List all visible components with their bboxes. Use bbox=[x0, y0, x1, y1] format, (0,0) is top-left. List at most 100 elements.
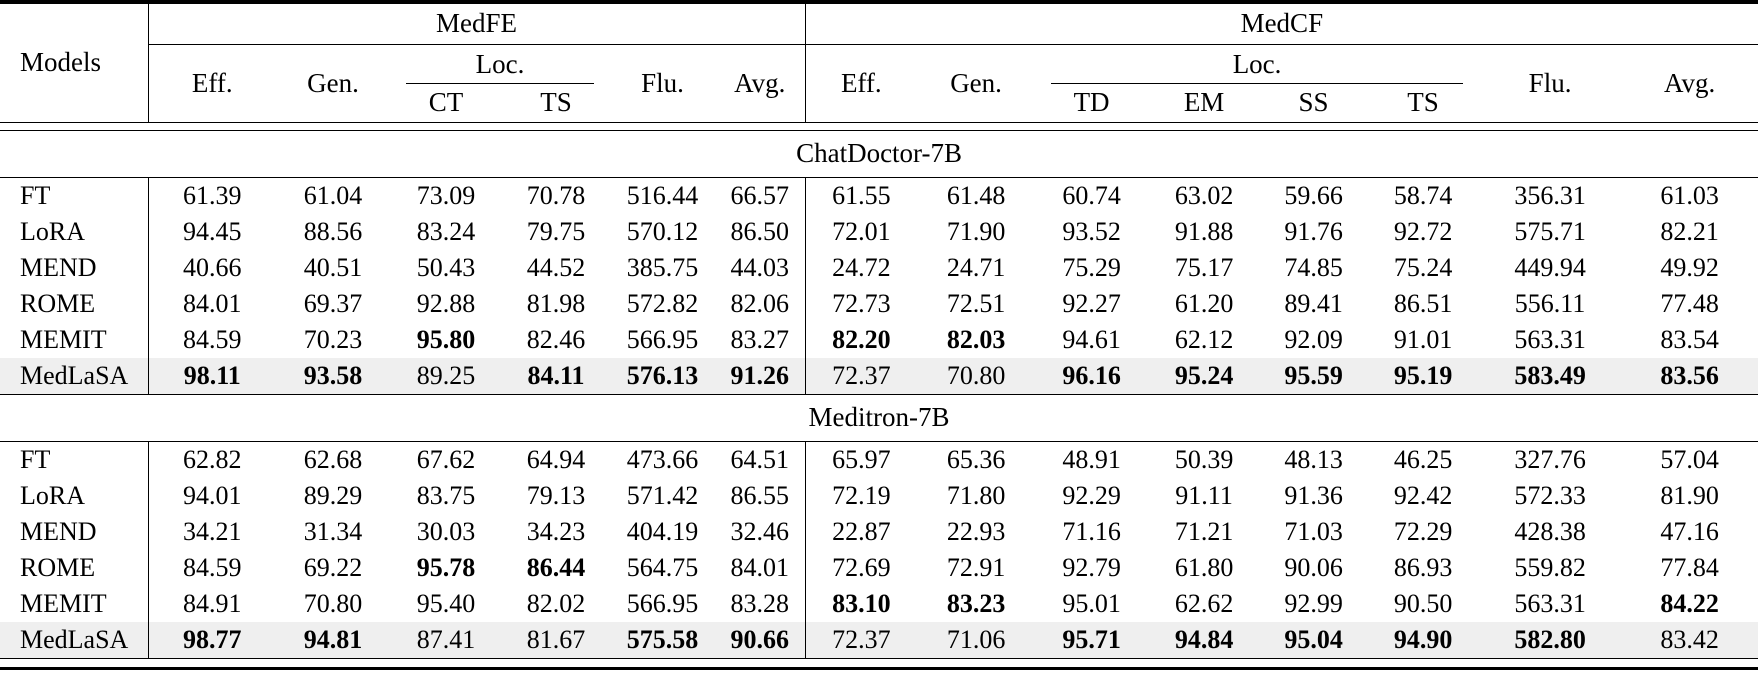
cell-value: 82.46 bbox=[526, 324, 586, 354]
cell-value: 91.88 bbox=[1174, 216, 1234, 246]
header-double-rule bbox=[0, 122, 1758, 131]
cell-value: 94.90 bbox=[1367, 621, 1480, 659]
cell-value: 79.75 bbox=[526, 216, 586, 246]
cell-value: 70.23 bbox=[303, 324, 363, 354]
cell-value: 22.87 bbox=[832, 516, 891, 546]
cell-value: 74.85 bbox=[1284, 252, 1343, 282]
model-name: LoRA bbox=[0, 477, 149, 514]
cell-value: 95.19 bbox=[1367, 357, 1480, 395]
cell-value: 83.56 bbox=[1621, 357, 1758, 395]
model-name: ROME bbox=[0, 549, 149, 586]
cell-value: 72.37 bbox=[805, 621, 918, 659]
cell-value: 75.29 bbox=[1062, 252, 1121, 282]
cell-value: 94.61 bbox=[1062, 324, 1121, 354]
cell-value: 83.54 bbox=[1660, 324, 1719, 354]
cell-value: 95.78 bbox=[416, 552, 476, 582]
cell-value: 66.57 bbox=[715, 177, 806, 214]
col-header-medcf-avg: Avg. bbox=[1621, 44, 1758, 123]
cell-value: 94.81 bbox=[276, 621, 390, 659]
cell-value: 44.03 bbox=[715, 249, 806, 286]
col-header-medfe-flu: Flu. bbox=[610, 44, 715, 123]
cell-value: 73.09 bbox=[416, 180, 476, 210]
loc-header-medcf: Loc. bbox=[1035, 44, 1479, 84]
table-row: MEND 40.66 40.51 50.43 44.52 385.75 44.03 24.72… bbox=[0, 249, 1758, 286]
cell-value: 62.62 bbox=[1174, 588, 1234, 618]
cell-value: 83.23 bbox=[946, 588, 1006, 618]
cell-value: 82.21 bbox=[1660, 216, 1719, 246]
cell-value: 50.43 bbox=[416, 252, 476, 282]
cell-value: 71.80 bbox=[946, 480, 1006, 510]
group-header-medcf: MedCF bbox=[805, 2, 1758, 45]
cell-value: 385.75 bbox=[626, 252, 699, 282]
model-name: MedLaSA bbox=[0, 621, 149, 659]
model-name: ROME bbox=[0, 285, 149, 322]
col-header-medfe-gen: Gen. bbox=[276, 44, 390, 123]
cell-value: 91.11 bbox=[1175, 480, 1233, 510]
cell-value: 24.72 bbox=[832, 252, 891, 282]
cell-value: 82.03 bbox=[946, 324, 1006, 354]
col-header-medfe-ct: CT bbox=[390, 84, 502, 123]
cell-value: 81.67 bbox=[502, 621, 610, 659]
col-header-medcf-flu: Flu. bbox=[1479, 44, 1622, 123]
cell-value: 92.99 bbox=[1284, 588, 1343, 618]
cell-value: 572.33 bbox=[1514, 480, 1586, 510]
cell-value: 576.13 bbox=[610, 357, 715, 395]
cell-value: 34.21 bbox=[183, 516, 242, 546]
cell-value: 84.01 bbox=[715, 549, 806, 586]
cell-value: 96.16 bbox=[1035, 357, 1149, 395]
col-header-medcf-em: EM bbox=[1148, 84, 1261, 123]
cell-value: 95.80 bbox=[416, 324, 476, 354]
cell-value: 40.66 bbox=[183, 252, 242, 282]
cell-value: 58.74 bbox=[1393, 180, 1453, 210]
cell-value: 69.22 bbox=[303, 552, 363, 582]
models-column-header: Models bbox=[0, 2, 149, 123]
cell-value: 563.31 bbox=[1514, 588, 1586, 618]
cell-value: 40.51 bbox=[303, 252, 363, 282]
cell-value: 84.11 bbox=[502, 357, 610, 395]
table-row: MEMIT 84.59 70.23 95.80 82.46 566.95 83.27 82.2… bbox=[0, 321, 1758, 358]
cell-value: 71.03 bbox=[1284, 516, 1343, 546]
cell-value: 64.94 bbox=[526, 444, 586, 474]
cell-value: 91.76 bbox=[1284, 216, 1343, 246]
cell-value: 570.12 bbox=[626, 216, 699, 246]
cell-value: 559.82 bbox=[1514, 552, 1586, 582]
cell-value: 428.38 bbox=[1514, 516, 1586, 546]
table-row: MEMIT 84.91 70.80 95.40 82.02 566.95 83.28 83.1… bbox=[0, 585, 1758, 622]
col-header-medfe-ts: TS bbox=[502, 84, 610, 123]
section-title: Meditron-7B bbox=[0, 394, 1758, 442]
cell-value: 31.34 bbox=[303, 516, 363, 546]
cell-value: 89.41 bbox=[1284, 288, 1343, 318]
cell-value: 449.94 bbox=[1514, 252, 1586, 282]
cell-value: 571.42 bbox=[626, 480, 699, 510]
table-row: MedLaSA 98.11 93.58 89.25 84.11 576.13 91.26 72… bbox=[0, 357, 1758, 395]
table-row: FT 61.39 61.04 73.09 70.78 516.44 66.57 61.55 61… bbox=[0, 177, 1758, 214]
cell-value: 34.23 bbox=[526, 516, 586, 546]
cell-value: 71.21 bbox=[1174, 516, 1234, 546]
cell-value: 86.44 bbox=[526, 552, 586, 582]
cell-value: 90.06 bbox=[1284, 552, 1343, 582]
cell-value: 582.80 bbox=[1479, 621, 1622, 659]
cell-value: 84.22 bbox=[1660, 588, 1719, 618]
cell-value: 583.49 bbox=[1479, 357, 1622, 395]
cell-value: 84.01 bbox=[183, 288, 242, 318]
cell-value: 61.04 bbox=[303, 180, 363, 210]
cell-value: 82.06 bbox=[715, 285, 806, 322]
cell-value: 61.48 bbox=[946, 180, 1006, 210]
cell-value: 92.29 bbox=[1062, 480, 1121, 510]
cell-value: 92.72 bbox=[1393, 216, 1453, 246]
table-row: FT 62.82 62.68 67.62 64.94 473.66 64.51 65.97 65… bbox=[0, 441, 1758, 478]
col-header-medfe-avg: Avg. bbox=[715, 44, 806, 123]
cell-value: 92.42 bbox=[1393, 480, 1453, 510]
cell-value: 94.45 bbox=[183, 216, 242, 246]
header-metric-row: Eff. Gen. Loc. Flu. Avg. Eff. Gen. Loc. … bbox=[0, 44, 1758, 123]
cell-value: 86.50 bbox=[715, 213, 806, 250]
header-double-rule-cell bbox=[0, 122, 1758, 131]
cell-value: 84.59 bbox=[183, 552, 242, 582]
cell-value: 70.80 bbox=[917, 357, 1036, 395]
cell-value: 77.84 bbox=[1660, 552, 1719, 582]
cell-value: 72.91 bbox=[946, 552, 1006, 582]
cell-value: 79.13 bbox=[526, 480, 586, 510]
table-row: ROME 84.59 69.22 95.78 86.44 564.75 84.01 72.69… bbox=[0, 549, 1758, 586]
model-name: MEMIT bbox=[0, 585, 149, 622]
cell-value: 62.12 bbox=[1174, 324, 1234, 354]
